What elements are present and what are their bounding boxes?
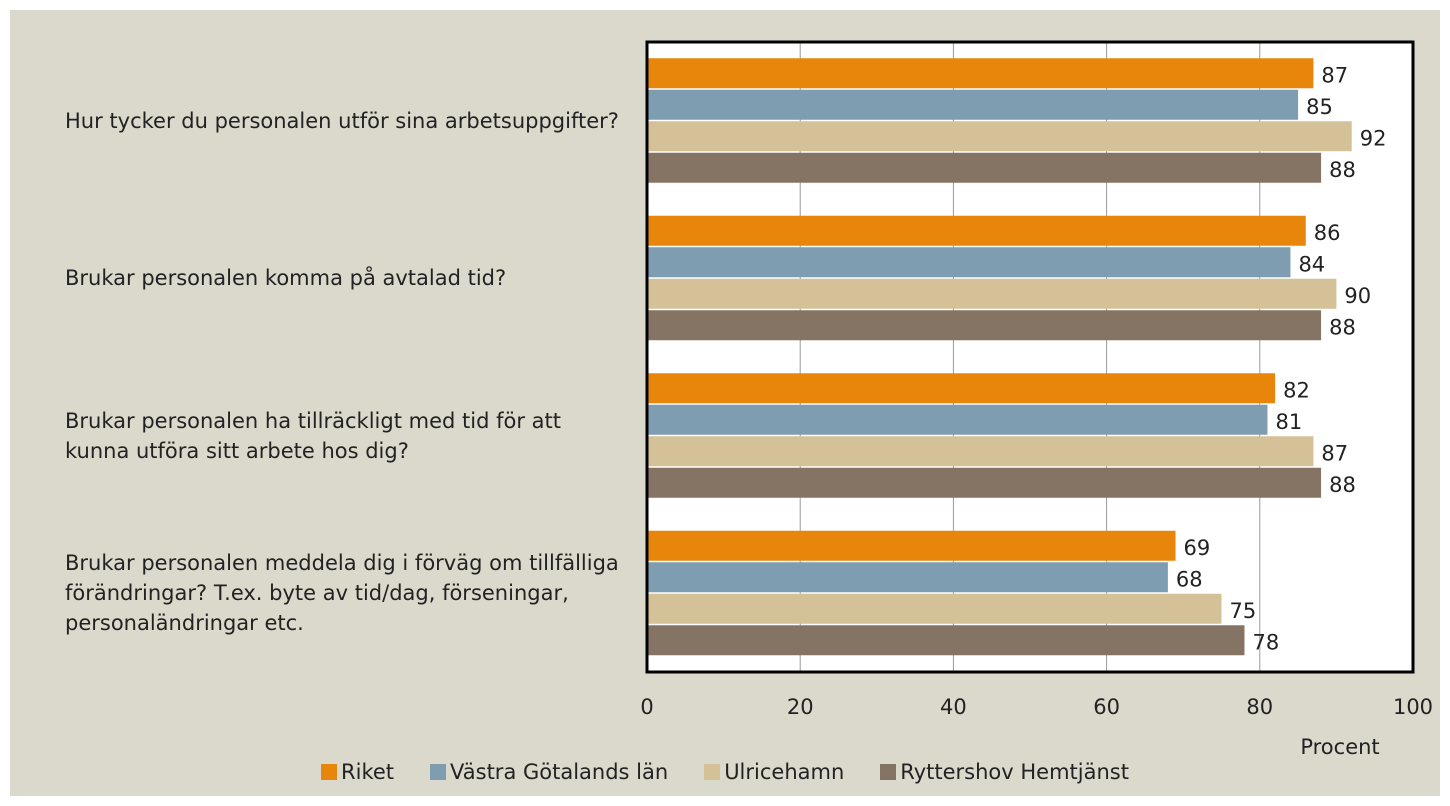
value-label: 88 [1329,158,1356,182]
legend-item: Västra Götalands län [430,760,668,784]
bar [647,310,1322,341]
value-label: 69 [1184,536,1211,560]
value-label: 88 [1329,473,1356,497]
bar [647,247,1291,278]
bar [647,467,1322,498]
legend-label: Västra Götalands län [450,760,669,784]
value-label: 88 [1329,316,1356,340]
value-label: 81 [1275,410,1302,434]
value-label: 84 [1298,253,1325,277]
x-tick-label: 60 [1093,695,1120,719]
value-label: 85 [1306,95,1333,119]
x-tick-label: 100 [1393,695,1433,719]
value-label: 68 [1176,568,1203,592]
legend-label: Ulricehamn [724,760,845,784]
value-label: 87 [1321,64,1348,88]
bar [647,530,1176,561]
bar [647,89,1299,120]
value-label: 75 [1230,599,1257,623]
chart: 0 20 40 60 80 100Procent878592888684908882818… [640,40,1433,759]
value-label: 86 [1314,221,1341,245]
legend-swatch [880,764,897,780]
legend-item: Riket [321,760,394,784]
legend-swatch [321,764,338,780]
legend-swatch [430,764,447,780]
category-label: Hur tycker du personalen utför sina arbe… [65,108,619,133]
bar [647,404,1268,435]
bar [647,215,1306,246]
category-label: Brukar personalen ha tillräckligt med ti… [65,408,561,463]
value-label: 82 [1283,379,1310,403]
value-label: 78 [1252,631,1279,655]
legend-item: Ulricehamn [704,760,844,784]
bar [647,373,1276,404]
bar [647,58,1314,89]
x-tick-label: 20 [787,695,814,719]
legend-label: Ryttershov Hemtjänst [900,760,1129,784]
x-tick-label: 0 [640,695,653,719]
legend-label: Riket [341,760,395,784]
x-axis-label: Procent [1300,735,1379,759]
bar [647,278,1337,309]
bar [647,152,1322,183]
category-label: Brukar personalen meddela dig i förväg o… [65,551,619,636]
bar [647,562,1168,593]
legend: Riket Västra Götalands län Ulricehamn Rytte… [10,760,1440,784]
bar [647,625,1245,656]
bar [647,436,1314,467]
x-tick-label: 40 [940,695,967,719]
legend-swatch [704,764,721,780]
value-label: 87 [1321,442,1348,466]
plot-border [645,40,1415,674]
value-label: 92 [1360,127,1387,151]
bar [647,593,1222,624]
x-tick-label: 80 [1246,695,1273,719]
value-label: 90 [1344,284,1371,308]
legend-item: Ryttershov Hemtjänst [880,760,1129,784]
bar [647,121,1352,152]
category-label: Brukar personalen komma på avtalad tid? [65,266,507,291]
chart-frame: 0 20 40 60 80 100 Procent 87 85 92 88 86 84 90 88 82 81 8… [10,10,1440,796]
